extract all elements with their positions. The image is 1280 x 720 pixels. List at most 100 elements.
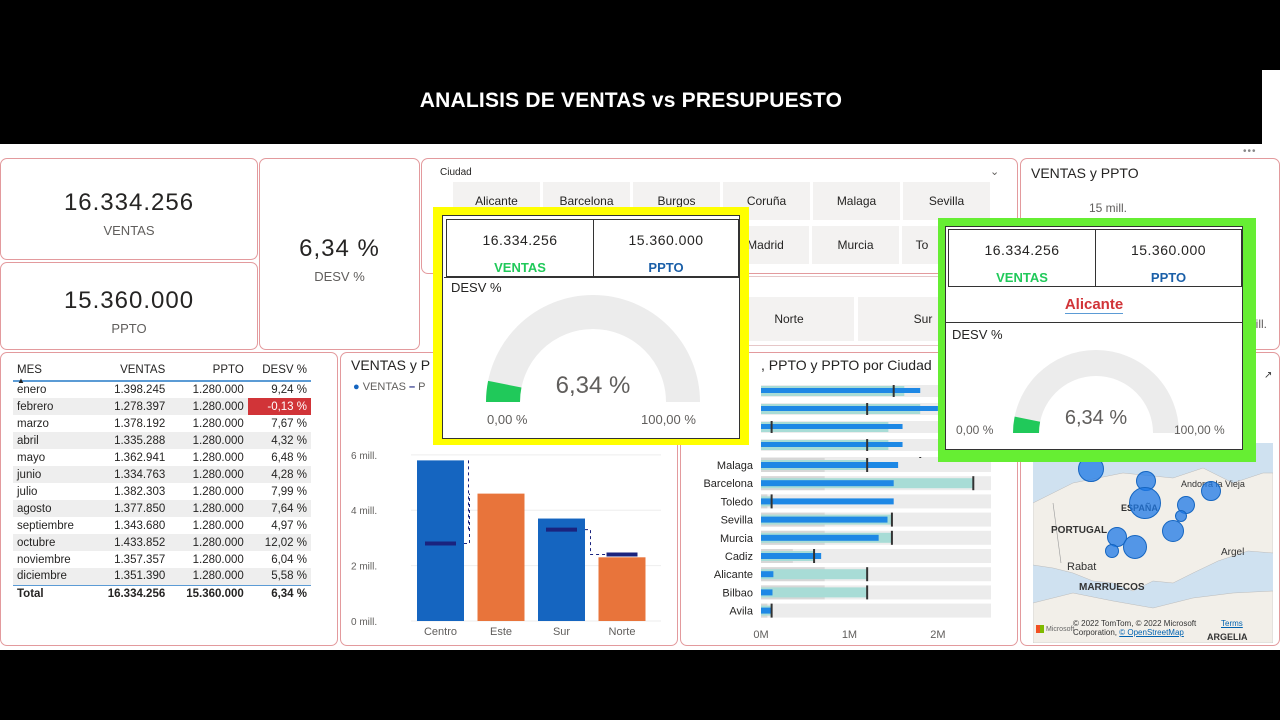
map-bubble[interactable] xyxy=(1129,487,1161,519)
bar-ventas[interactable] xyxy=(761,480,894,487)
table-total-cell: Total xyxy=(13,584,91,602)
x-tick-label: Norte xyxy=(609,626,636,638)
gauge-fill xyxy=(1013,416,1041,434)
ppto-card: 15.360.000 PPTO xyxy=(0,262,258,350)
bar-ventas[interactable] xyxy=(761,462,899,468)
table-cell: 4,97 % xyxy=(271,519,307,532)
map-bubble[interactable] xyxy=(1105,544,1119,558)
table-row[interactable]: agosto 1.377.850 1.280.000 7,64 % xyxy=(13,500,311,517)
x-tick-label: 2M xyxy=(930,629,945,641)
table-total-cell: 16.334.256 xyxy=(90,584,170,602)
city-button[interactable]: Malaga xyxy=(813,182,900,220)
zone-chart-plot: 0 mill. 2 mill. 4 mill. 6 mill. Centro Este Su… xyxy=(351,451,661,638)
table-row[interactable]: junio 1.334.763 1.280.000 4,28 % xyxy=(13,466,311,483)
gauge-track xyxy=(1013,350,1179,434)
zone-chart-legend: ● VENTAS – P xyxy=(353,381,426,393)
map-bubble[interactable] xyxy=(1175,510,1187,522)
chevron-down-icon[interactable]: ⌄ xyxy=(990,166,1000,178)
bar-ventas[interactable] xyxy=(761,534,879,541)
bar-ppto-range xyxy=(761,569,868,580)
y-category-label: Barcelona xyxy=(703,478,753,490)
tooltip-green-ventas-value: 16.334.256 xyxy=(984,242,1060,258)
x-tick-label: Sur xyxy=(553,626,570,638)
bar-ventas[interactable] xyxy=(761,571,774,578)
monthly-table-card: ▲ MES VENTAS PPTO DESV % enero 1.398.245 1.… xyxy=(0,352,338,646)
table-cell: marzo xyxy=(17,417,49,430)
table-cell: 1.280.000 xyxy=(169,500,248,517)
map-copyright: © 2022 TomTom, © 2022 Microsoft Corporat… xyxy=(1073,619,1197,637)
map-label-argel: Argel xyxy=(1221,547,1245,558)
map-edge-arrow-icon: ↗ xyxy=(1264,370,1273,381)
bar-ventas[interactable] xyxy=(477,493,525,621)
microsoft-logo-icon xyxy=(1036,625,1044,633)
table-cell: enero xyxy=(17,384,47,396)
col-header-ppto[interactable]: PPTO xyxy=(169,359,248,382)
map-bubble[interactable] xyxy=(1201,481,1221,501)
ppto-label: PPTO xyxy=(111,321,147,336)
bar-ventas[interactable] xyxy=(761,607,773,614)
bar-ppto-range xyxy=(761,587,868,598)
y-tick-label: 4 mill. xyxy=(351,506,377,517)
gauge-fill xyxy=(486,380,522,403)
y-category-label: Toledo xyxy=(721,496,753,508)
x-tick-label: Centro xyxy=(424,626,457,638)
ventas-card: 16.334.256 VENTAS xyxy=(0,158,258,260)
table-row[interactable]: diciembre 1.351.390 1.280.000 5,58 % xyxy=(13,568,311,585)
bar-ventas[interactable] xyxy=(538,518,585,621)
table-row[interactable]: mayo 1.362.941 1.280.000 6,48 % xyxy=(13,449,311,466)
y-category-label: Murcia xyxy=(720,533,754,545)
bar-ventas[interactable] xyxy=(761,589,773,596)
bar-ventas[interactable] xyxy=(761,498,894,505)
table-cell: 1.280.000 xyxy=(169,466,248,483)
bar-ventas[interactable] xyxy=(761,424,903,429)
city-button[interactable]: To xyxy=(902,226,942,264)
table-cell: -0,13 % xyxy=(247,398,311,415)
tooltip-yellow-gauge-value: 6,34 % xyxy=(555,372,631,399)
tooltip-yellow-gauge-min: 0,00 % xyxy=(487,412,528,427)
more-options-icon[interactable]: ••• xyxy=(1243,146,1257,157)
table-row[interactable]: octubre 1.433.852 1.280.000 12,02 % xyxy=(13,534,311,551)
bar-ventas[interactable] xyxy=(761,388,921,393)
table-row[interactable]: julio 1.382.303 1.280.000 7,99 % xyxy=(13,483,311,500)
bar-ventas[interactable] xyxy=(417,460,464,621)
table-row[interactable]: abril 1.335.288 1.280.000 4,32 % xyxy=(13,432,311,449)
legend-dot-icon: ● xyxy=(353,381,360,393)
table-cell: julio xyxy=(17,485,38,498)
table-row[interactable]: noviembre 1.357.357 1.280.000 6,04 % xyxy=(13,551,311,568)
col-header-desv[interactable]: DESV % xyxy=(247,359,311,382)
table-row[interactable]: septiembre 1.343.680 1.280.000 4,97 % xyxy=(13,517,311,534)
col-header-mes[interactable]: ▲ MES xyxy=(13,359,91,385)
bar-ventas[interactable] xyxy=(761,406,938,411)
table-cell: 1.334.763 xyxy=(90,466,170,483)
tooltip-green-city-row: Alicante xyxy=(946,287,1242,323)
osm-link[interactable]: © OpenStreetMap xyxy=(1119,628,1184,637)
y-category-label: Malaga xyxy=(717,460,754,472)
city-button[interactable]: Murcia xyxy=(812,226,899,264)
table-cell: 1.377.850 xyxy=(90,500,170,517)
city-button[interactable]: Sevilla xyxy=(903,182,990,220)
ventas-label: VENTAS xyxy=(103,223,155,238)
terms-link[interactable]: Terms xyxy=(1221,619,1243,628)
map-label-argelia: ARGELIA xyxy=(1207,632,1248,642)
monthly-table: ▲ MES VENTAS PPTO DESV % enero 1.398.245 1.… xyxy=(13,359,311,602)
bar-ventas[interactable] xyxy=(761,516,888,523)
table-row[interactable]: enero 1.398.245 1.280.000 9,24 % xyxy=(13,381,311,398)
tooltip-green-ventas: 16.334.256 VENTAS xyxy=(948,229,1096,287)
bar-ventas[interactable] xyxy=(598,557,646,621)
col-header-ventas[interactable]: VENTAS xyxy=(90,359,170,382)
bar-ventas[interactable] xyxy=(761,442,903,447)
map-label-rabat: Rabat xyxy=(1067,561,1097,573)
map-bubble[interactable] xyxy=(1123,535,1147,559)
zone-chart-title: VENTAS y P xyxy=(351,357,431,373)
tooltip-green: 16.334.256 VENTAS 15.360.000 PPTO Alican… xyxy=(945,226,1243,450)
gauge-track xyxy=(486,295,700,403)
table-cell: 7,64 % xyxy=(247,500,311,517)
table-cell: agosto xyxy=(13,500,91,517)
table-row[interactable]: marzo 1.378.192 1.280.000 7,67 % xyxy=(13,415,311,432)
map-bubble[interactable] xyxy=(1162,520,1184,542)
bar-ventas[interactable] xyxy=(761,553,822,559)
table-cell: 7,67 % xyxy=(271,417,307,430)
table-row[interactable]: febrero 1.278.397 1.280.000 -0,13 % xyxy=(13,398,311,415)
table-cell: 12,02 % xyxy=(247,534,311,551)
